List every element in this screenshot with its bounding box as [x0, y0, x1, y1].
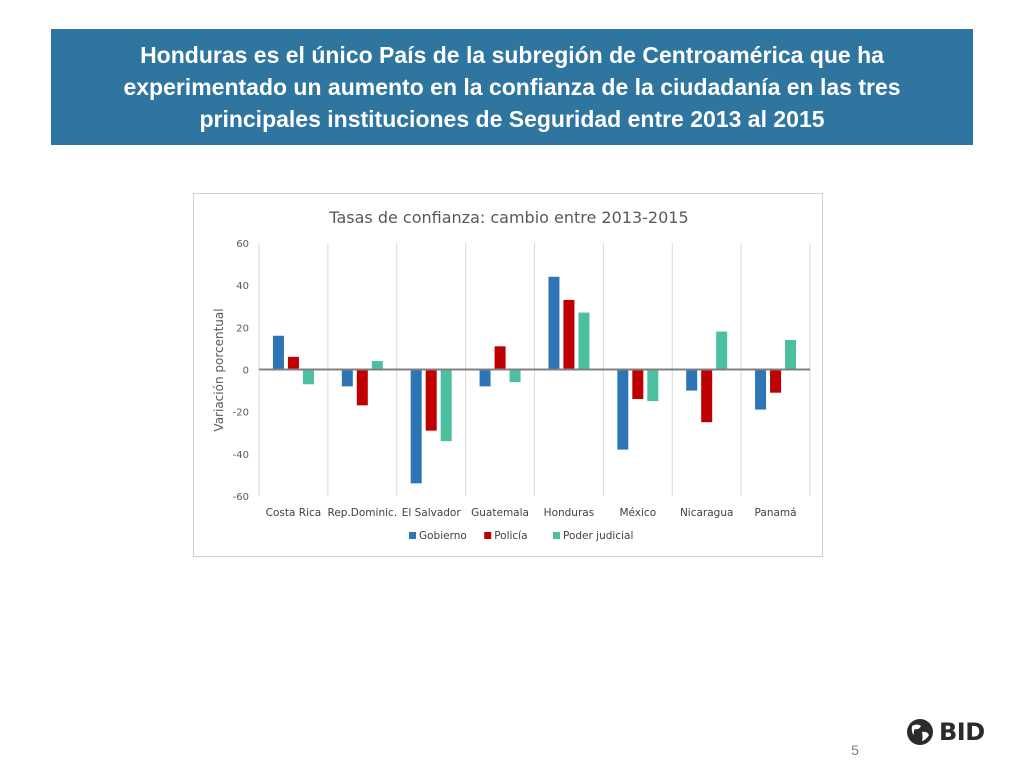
bar — [755, 369, 767, 410]
bar — [632, 369, 644, 400]
bar — [479, 369, 491, 387]
bar — [287, 356, 299, 370]
bar — [440, 369, 452, 442]
legend-swatch — [484, 532, 492, 539]
legend-entry: Policía — [494, 530, 527, 542]
bar — [494, 346, 506, 370]
bar — [548, 276, 560, 370]
x-tick-label: Nicaragua — [680, 507, 733, 519]
bar — [578, 312, 590, 370]
page-number: 5 — [851, 742, 859, 758]
x-tick-label: Honduras — [544, 507, 595, 519]
bar — [617, 369, 629, 450]
y-tick-label: -20 — [233, 408, 249, 419]
x-tick-label: México — [619, 507, 656, 519]
bar — [701, 369, 713, 423]
bid-logo: BID — [905, 714, 995, 750]
x-tick-label: Guatemala — [471, 507, 529, 519]
y-tick-label: 40 — [236, 281, 249, 292]
bar — [563, 299, 575, 370]
bar — [425, 369, 437, 431]
legend-entry: Poder judicial — [563, 530, 633, 542]
bar — [272, 335, 284, 370]
slide-title: Honduras es el único País de la subregió… — [123, 42, 901, 132]
bar — [356, 369, 368, 406]
bar — [410, 369, 422, 484]
bar — [770, 369, 782, 393]
y-axis-label: Variación porcentual — [212, 308, 226, 431]
chart-title: Tasas de confianza: cambio entre 2013-20… — [328, 208, 688, 227]
y-tick-label: 0 — [243, 366, 249, 377]
y-tick-label: 60 — [236, 239, 249, 250]
bar — [686, 369, 698, 391]
bar — [785, 339, 797, 370]
title-banner: Honduras es el único País de la subregió… — [51, 29, 973, 145]
y-tick-label: 20 — [236, 323, 249, 334]
bar — [371, 361, 383, 370]
logo-text: BID — [939, 718, 985, 746]
bar — [716, 331, 728, 370]
legend-entry: Gobierno — [419, 530, 467, 542]
y-tick-label: -40 — [233, 450, 249, 461]
chart-container: Tasas de confianza: cambio entre 2013-20… — [193, 193, 823, 557]
y-tick-label: -60 — [233, 492, 249, 503]
x-tick-label: El Salvador — [402, 507, 462, 519]
bar — [647, 369, 659, 402]
legend-swatch — [409, 532, 416, 539]
x-tick-label: Rep.Dominic. — [328, 507, 398, 519]
globe-icon — [907, 719, 933, 745]
x-tick-label: Costa Rica — [266, 507, 322, 519]
bar — [509, 369, 521, 383]
bar-chart: Tasas de confianza: cambio entre 2013-20… — [212, 208, 811, 542]
bar — [341, 369, 353, 387]
x-tick-label: Panamá — [755, 507, 797, 519]
legend-swatch — [553, 532, 560, 539]
bar — [302, 369, 314, 385]
